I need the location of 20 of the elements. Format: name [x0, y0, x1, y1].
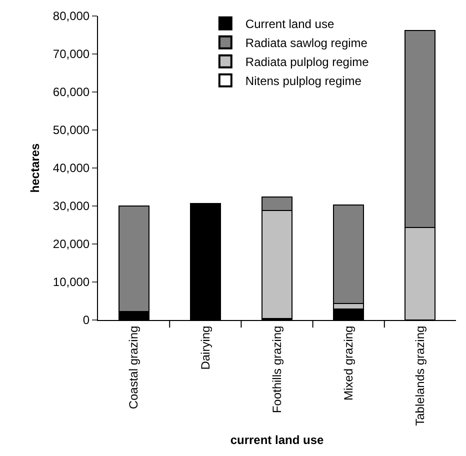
legend-label: Radiata pulplog regime — [245, 55, 370, 70]
x-tick-label: Mixed grazing — [342, 326, 356, 401]
x-tick-label: Coastal grazing — [126, 326, 141, 410]
y-tick-label: 0 — [82, 313, 90, 328]
x-tick-label: Foothills grazing — [270, 326, 284, 414]
legend-label: Current land use — [245, 17, 334, 32]
y-tick-label: 20,000 — [52, 237, 90, 252]
x-tick-label: Dairying — [198, 326, 212, 370]
y-tick-label: 30,000 — [52, 199, 90, 214]
y-tick-label: 50,000 — [52, 123, 90, 138]
x-tick-label: Tablelands grazing — [413, 326, 428, 426]
legend-label: Radiata sawlog regime — [245, 36, 368, 50]
y-tick-label: 60,000 — [52, 85, 90, 100]
y-tick-label: 80,000 — [52, 9, 90, 24]
legend-label: Nitens pulplog regime — [245, 74, 362, 88]
y-tick-label: 70,000 — [52, 47, 90, 62]
y-tick-label: 40,000 — [52, 161, 90, 176]
y-axis-title: hectares — [28, 142, 42, 193]
x-axis-title: current land use — [230, 432, 324, 447]
y-tick-label: 10,000 — [52, 275, 90, 290]
